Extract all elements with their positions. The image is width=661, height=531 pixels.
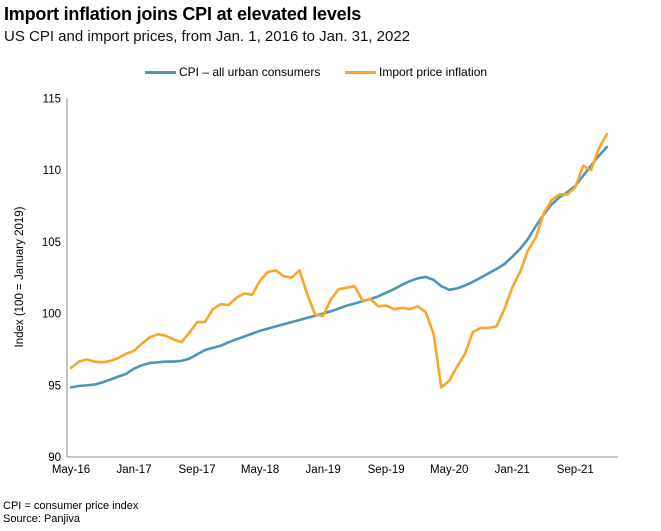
legend-label-import: Import price inflation bbox=[379, 65, 488, 79]
y-tick-label: 110 bbox=[43, 165, 61, 177]
y-tick-label: 115 bbox=[43, 93, 61, 105]
footnote-source: Source: Panjiva bbox=[3, 513, 81, 525]
x-tick-label: Jan-17 bbox=[116, 464, 151, 476]
page-title: Import inflation joins CPI at elevated l… bbox=[4, 4, 362, 24]
legend-item-cpi: CPI – all urban consumers bbox=[145, 64, 320, 80]
y-axis-title: Index (100 = January 2019) bbox=[14, 206, 26, 348]
x-tick-label: May-16 bbox=[52, 464, 90, 476]
import-price-line bbox=[69, 132, 609, 389]
y-tick-label: 105 bbox=[42, 237, 61, 249]
x-tick-label: Jan-19 bbox=[306, 464, 341, 476]
y-tick-label: 90 bbox=[48, 452, 61, 464]
legend-item-import: Import price inflation bbox=[345, 64, 487, 80]
legend-label-cpi: CPI – all urban consumers bbox=[179, 65, 321, 79]
y-tick-label: 95 bbox=[48, 380, 61, 392]
y-tick-label: 100 bbox=[42, 309, 61, 321]
legend: CPI – all urban consumers Import price i… bbox=[0, 64, 661, 80]
x-tick-label: Sep-19 bbox=[368, 464, 405, 476]
cpi-line bbox=[69, 145, 609, 389]
x-tick-label: May-18 bbox=[241, 464, 279, 476]
cpi-line-swatch-icon bbox=[145, 70, 176, 74]
x-tick-label: Sep-21 bbox=[557, 464, 594, 476]
page-subtitle: US CPI and import prices, from Jan. 1, 2… bbox=[4, 28, 411, 45]
x-tick-label: Jan-21 bbox=[495, 464, 530, 476]
x-tick-label: Sep-17 bbox=[179, 464, 216, 476]
footnote-definition: CPI = consumer price index bbox=[3, 500, 139, 512]
x-tick-label: May-20 bbox=[430, 464, 468, 476]
import-line-swatch-icon bbox=[345, 70, 376, 74]
